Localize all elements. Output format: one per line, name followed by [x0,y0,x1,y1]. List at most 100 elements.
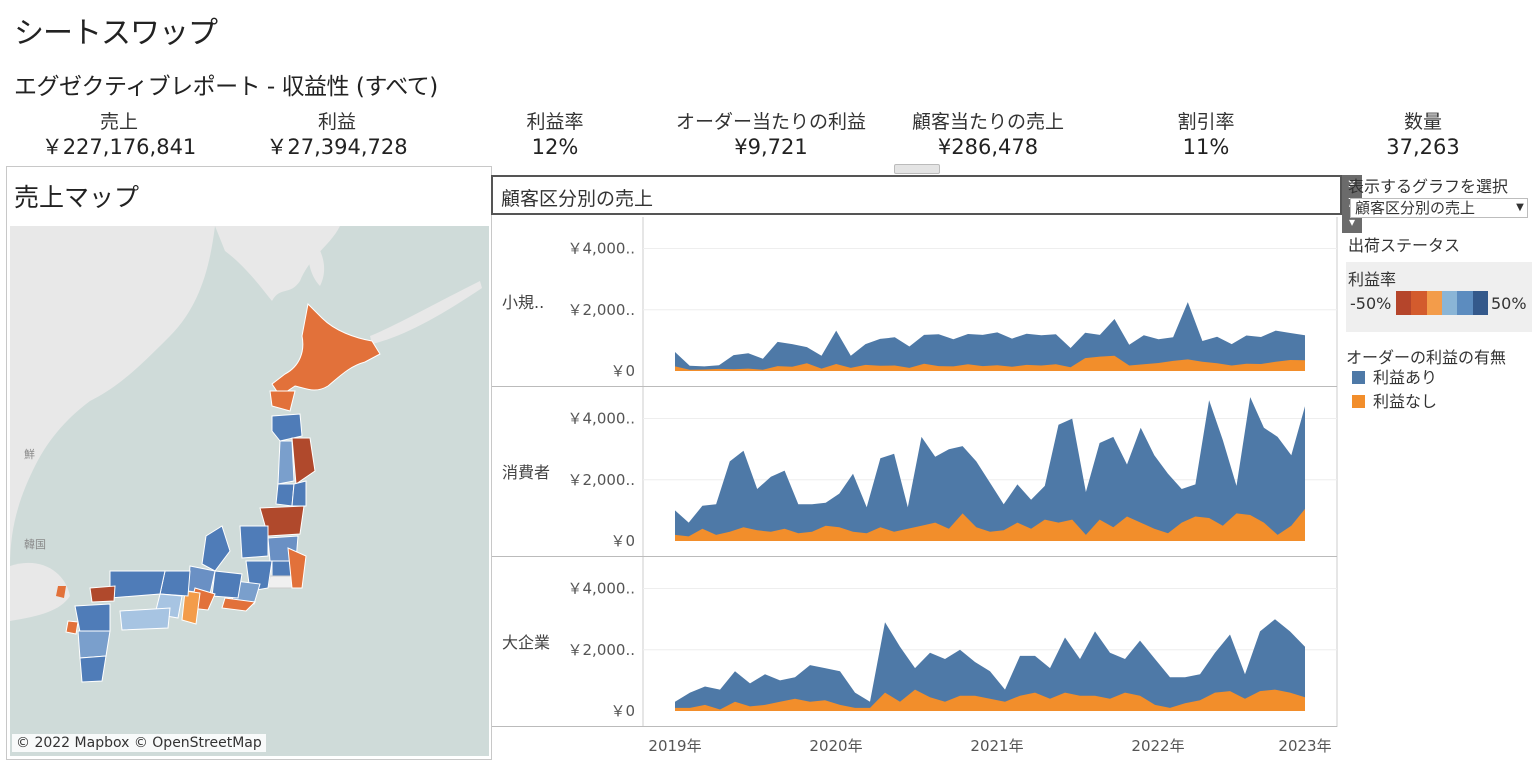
kpi-profit: 利益 ￥27,394,728 [266,110,407,160]
kpi-sales-per-customer: 顧客当たりの売上 ¥286,478 [912,110,1064,160]
chevron-down-icon[interactable]: ▼ [1516,202,1524,213]
profit-ratio-max: 50% [1491,294,1527,313]
y-tick-label: ￥0 [610,362,635,380]
ratio-color-step [1457,291,1473,315]
region-chugoku[interactable] [109,570,166,599]
sales-map[interactable]: 鮮 韓国 [10,226,489,756]
region-niigata[interactable] [239,525,269,559]
kuril-land [370,281,482,344]
legend-swatch [1352,395,1365,408]
region-tokyo[interactable] [267,575,295,589]
dashboard-subtitle: エグゼクティブレポート - 収益性 (すべて) [14,74,438,100]
korea-land [10,562,70,621]
panel-label: 大企業 [502,633,550,652]
x-tick-label: 2022年 [1131,737,1184,755]
y-tick-label: ￥4,000.. [568,580,635,598]
region-fukuoka[interactable] [74,603,111,633]
area-series [675,397,1305,541]
legend-label: 利益あり [1373,368,1438,387]
map-attribution[interactable]: © 2022 Mapbox © OpenStreetMap [12,734,266,752]
kpi-quantity: 数量 37,263 [1386,110,1459,160]
close-icon[interactable]: ✕ [1346,177,1358,191]
y-tick-label: ￥2,000.. [568,471,635,489]
drag-handle[interactable] [894,164,940,174]
kpi-label: 割引率 [1177,111,1235,133]
y-tick-label: ￥0 [610,532,635,550]
region-shizuoka[interactable] [221,597,257,612]
x-tick-label: 2019年 [648,737,701,755]
profit-ratio-label: 利益率 [1348,270,1397,289]
ratio-color-step [1411,291,1427,315]
kpi-value: 11% [1182,135,1230,159]
kpi-label: 利益 [317,111,356,133]
kpi-profit-per-order: オーダー当たりの利益 ¥9,721 [676,110,866,160]
legend-item-profit[interactable]: 利益あり [1352,368,1437,388]
kpi-discount-rate: 割引率 11% [1177,110,1234,160]
ratio-color-step [1396,291,1412,315]
profit-ratio-color-bar [1396,291,1488,315]
legend-title: オーダーの利益の有無 [1346,348,1507,367]
menu-icon[interactable]: ▾ [1348,215,1356,229]
x-tick-label: 2021年 [970,737,1023,755]
y-tick-label: ￥4,000.. [568,410,635,428]
kpi-label: 数量 [1403,111,1443,133]
y-tick-label: ￥2,000.. [568,301,635,319]
graph-selector-label: 表示するグラフを選択 [1348,177,1509,196]
ratio-color-step [1426,291,1442,315]
region-miyagi[interactable] [291,480,307,507]
chart-title: 顧客区分別の売上 [501,188,654,210]
kpi-sales: 売上 ￥227,176,841 [42,110,197,160]
region-shikoku[interactable] [119,607,171,631]
kpi-value: 12% [531,135,579,159]
kpi-value: 37,263 [1386,135,1460,159]
area-series [675,302,1305,371]
graph-selector-dropdown[interactable]: 顧客区分別の売上 [1350,198,1528,218]
area-series [675,355,1305,371]
map-place-label: 鮮 [24,447,35,461]
region-hokkaido-south[interactable] [269,390,296,412]
area-series [675,689,1305,711]
shipping-status-label[interactable]: 出荷ステータス [1348,236,1461,255]
sales-by-segment-chart: ￥4,000.. ￥2,000.. ￥0 小規.. ￥4,000.. ￥2,000.. ￥0… [492,217,1338,755]
region-kagoshima[interactable] [79,655,107,683]
x-tick-label: 2023年 [1278,737,1331,755]
region-saga[interactable] [65,620,79,635]
y-tick-label: ￥4,000.. [568,240,635,258]
area-series [675,508,1305,541]
region-yamagata[interactable] [275,483,295,507]
panel-label: 消費者 [502,463,550,482]
region-mie[interactable] [181,590,201,625]
map-place-label: 韓国 [24,538,46,551]
region-chiba[interactable] [287,547,307,589]
region-akita[interactable] [277,440,295,485]
region-iwate[interactable] [291,437,316,485]
region-yamaguchi[interactable] [89,585,116,603]
legend-item-no-profit[interactable]: 利益なし [1352,392,1437,412]
kpi-profit-ratio: 利益率 12% [526,110,583,160]
region-kumamoto[interactable] [77,630,111,659]
legend-swatch [1352,371,1365,384]
y-tick-label: ￥0 [610,702,635,720]
kpi-label: 顧客当たりの売上 [911,111,1065,133]
ratio-color-step [1472,291,1488,315]
region-hokuriku[interactable] [201,525,231,572]
kpi-value: ￥27,394,728 [266,135,408,159]
kpi-label: オーダー当たりの利益 [675,111,867,133]
region-island[interactable] [56,586,66,598]
ratio-color-step [1441,291,1458,315]
profit-ratio-min: -50% [1350,294,1392,313]
map-svg: 鮮 韓国 [10,226,482,683]
map-title: 売上マップ [14,183,140,212]
continent-land [10,226,215,566]
region-gifu[interactable] [211,570,243,599]
panel-label: 小規.. [502,293,544,312]
x-tick-label: 2020年 [809,737,862,755]
region-aomori[interactable] [271,413,303,442]
region-hokkaido[interactable] [271,302,381,397]
legend-label: 利益なし [1373,392,1438,411]
chart-title-box [491,175,1342,215]
kpi-value: ￥227,176,841 [41,135,197,159]
y-tick-label: ￥2,000.. [568,641,635,659]
kpi-label: 売上 [99,111,139,133]
kpi-label: 利益率 [526,111,584,133]
